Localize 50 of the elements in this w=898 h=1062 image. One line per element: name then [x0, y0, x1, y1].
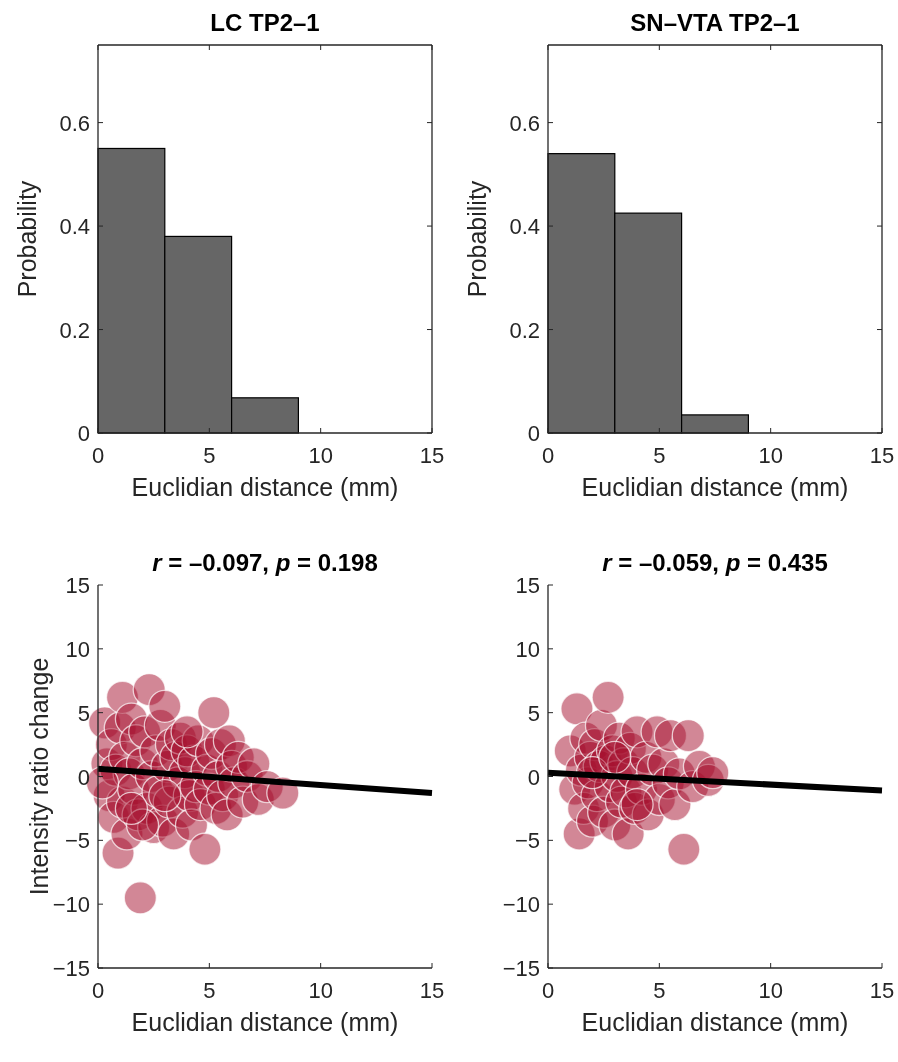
- point: [598, 740, 632, 774]
- y-tick-label: 5: [527, 700, 540, 726]
- x-tick-label: 5: [653, 978, 666, 1003]
- x-axis-title: Euclidian distance (mm): [131, 1008, 399, 1036]
- y-axis-title: Intensity ratio change: [25, 657, 53, 896]
- chart-title: r = –0.097, p = 0.198: [152, 549, 378, 576]
- y-tick-label: 0.6: [509, 110, 540, 136]
- chart-title: r = –0.059, p = 0.435: [602, 549, 828, 576]
- y-tick-label: 15: [65, 573, 90, 598]
- y-tick-label: 10: [65, 636, 90, 662]
- point: [671, 719, 705, 753]
- y-axis-title: Probability: [463, 180, 491, 298]
- chart-title: LC TP2–1: [210, 9, 320, 36]
- y-tick-label: −5: [514, 828, 540, 854]
- point: [667, 832, 701, 866]
- y-tick-label: 0: [527, 764, 540, 790]
- point: [560, 692, 594, 726]
- y-tick-label: −15: [502, 956, 540, 981]
- x-tick-label: 15: [419, 978, 445, 1003]
- y-tick-label: 0.2: [509, 317, 540, 343]
- y-tick-label: −5: [64, 828, 90, 854]
- y-tick-label: 5: [77, 700, 90, 726]
- x-tick-label: 5: [203, 978, 216, 1003]
- x-axis-title: Euclidian distance (mm): [581, 473, 849, 501]
- y-tick-label: 10: [515, 636, 540, 662]
- y-tick-label: 15: [515, 573, 540, 598]
- y-tick-label: 0: [77, 764, 90, 790]
- x-tick-label: 10: [308, 443, 333, 468]
- y-tick-label: 0.6: [59, 110, 90, 136]
- x-tick-label: 10: [308, 978, 333, 1003]
- x-tick-label: 5: [203, 443, 216, 468]
- x-axis-title: Euclidian distance (mm): [581, 1008, 849, 1036]
- y-tick-label: 0.4: [59, 214, 90, 240]
- y-tick-label: −10: [502, 892, 540, 918]
- y-tick-label: 0.4: [509, 214, 540, 240]
- x-axis-title: Euclidian distance (mm): [131, 473, 399, 501]
- x-tick-label: 10: [758, 978, 783, 1003]
- x-tick-label: 15: [869, 443, 895, 468]
- y-tick-label: 0: [527, 421, 540, 446]
- y-axis-title: Probability: [13, 180, 41, 298]
- y-tick-label: −10: [52, 892, 90, 918]
- x-tick-label: 15: [869, 978, 895, 1003]
- x-tick-label: 10: [758, 443, 783, 468]
- x-tick-label: 5: [653, 443, 666, 468]
- x-tick-label: 15: [419, 443, 445, 468]
- y-tick-label: 0: [77, 421, 90, 446]
- y-tick-label: −15: [52, 956, 90, 981]
- chart-title: SN–VTA TP2–1: [630, 9, 800, 36]
- y-tick-label: 0.2: [59, 317, 90, 343]
- point: [591, 680, 625, 714]
